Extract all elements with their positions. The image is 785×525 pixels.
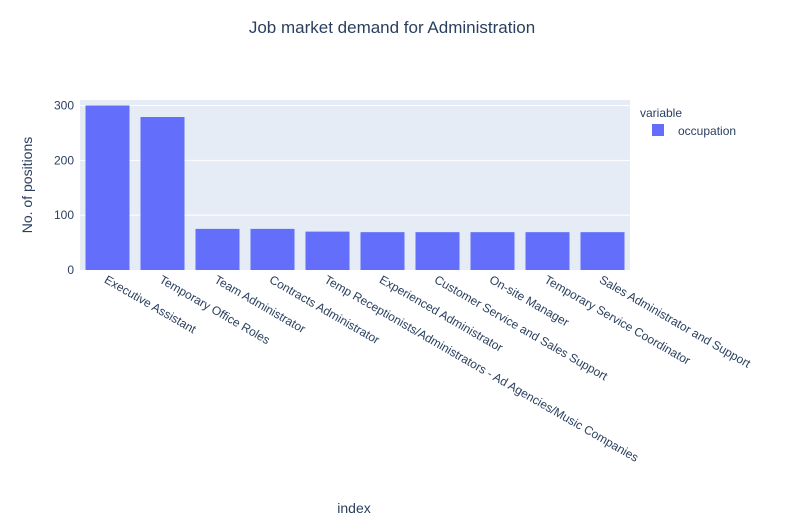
y-tick-label: 100	[54, 208, 74, 222]
x-axis-title: index	[337, 500, 370, 516]
bar[interactable]	[140, 117, 185, 270]
bar[interactable]	[415, 232, 460, 270]
bars	[85, 105, 625, 270]
bar[interactable]	[305, 231, 350, 270]
legend: variable occupation	[640, 106, 736, 138]
y-tick-labels: 0 100 200 300	[54, 98, 74, 277]
y-tick-label: 300	[54, 98, 74, 112]
bar[interactable]	[470, 232, 515, 270]
legend-swatch[interactable]	[652, 124, 664, 136]
chart-title: Job market demand for Administration	[249, 18, 535, 37]
x-tick-label: Executive Assistant	[102, 272, 199, 336]
legend-title: variable	[640, 106, 682, 120]
bar[interactable]	[580, 232, 625, 270]
y-tick-label: 200	[54, 153, 74, 167]
bar[interactable]	[360, 232, 405, 270]
bar[interactable]	[195, 228, 240, 270]
y-tick-label: 0	[67, 263, 74, 277]
bar[interactable]	[85, 105, 130, 270]
y-axis-title: No. of positions	[19, 137, 35, 234]
bar[interactable]	[525, 232, 570, 270]
bar[interactable]	[250, 228, 295, 270]
legend-label-occupation[interactable]: occupation	[678, 124, 736, 138]
x-tick-label: Team Administrator	[212, 272, 308, 335]
